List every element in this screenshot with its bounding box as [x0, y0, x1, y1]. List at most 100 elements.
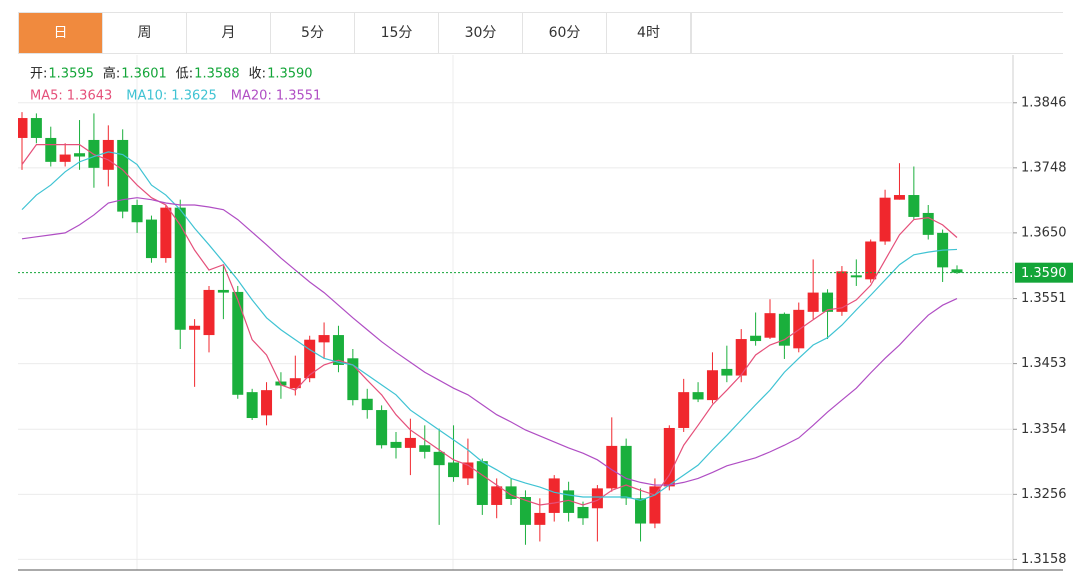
candle-body	[404, 437, 416, 448]
candle-body	[419, 445, 431, 452]
candle-body	[735, 339, 747, 376]
candle-body	[102, 139, 114, 170]
y-tick-label: 1.3650	[1021, 225, 1067, 240]
candle-body	[261, 390, 273, 416]
candle-body	[433, 451, 445, 466]
candle-body	[534, 512, 546, 525]
y-tick-label: 1.3846	[1021, 95, 1067, 110]
legend-value: 1.3551	[276, 89, 322, 104]
axis: 1.3846 1.3748 1.3650 1.3551 1.3453 1.3354 1.32…	[1013, 95, 1073, 567]
candle-body	[318, 335, 330, 343]
candle-body	[505, 486, 517, 499]
candle-body	[908, 195, 920, 217]
candle-body	[203, 289, 215, 336]
candle-body	[189, 325, 201, 330]
y-tick-label: 1.3748	[1021, 160, 1067, 175]
candle-body	[750, 335, 762, 342]
legend-name: MA20:	[231, 89, 272, 104]
y-tick-label: 1.3453	[1021, 356, 1067, 371]
candle-body	[951, 269, 963, 273]
candle-body	[663, 427, 675, 487]
candle-body	[577, 506, 589, 519]
candle-body	[548, 478, 560, 513]
candle-body	[491, 486, 503, 505]
plot	[18, 112, 1013, 545]
candle-body	[879, 197, 891, 242]
period-tab[interactable]: 15分	[355, 13, 439, 53]
candle-body	[606, 445, 618, 489]
candle-body	[145, 219, 157, 259]
candle-body	[706, 370, 718, 401]
candle-body	[519, 496, 531, 525]
ma-line	[21, 197, 958, 486]
ma-line	[21, 151, 958, 501]
candle-body	[361, 398, 373, 411]
candle-body	[836, 271, 848, 312]
readout-label: 低:	[176, 67, 193, 82]
candle-body	[45, 137, 57, 162]
candle-body	[807, 292, 819, 312]
ma-line	[21, 143, 958, 506]
legend-name: MA5:	[30, 89, 63, 104]
legend-name: MA10:	[126, 89, 167, 104]
candle-body	[289, 378, 301, 389]
last-price-label: 1.3590	[1021, 266, 1067, 281]
candle-body	[390, 441, 402, 448]
candle-body	[635, 498, 647, 524]
y-tick-label: 1.3354	[1021, 422, 1067, 437]
candle-body	[74, 153, 86, 157]
readout-value: 1.3590	[267, 67, 313, 82]
readout-value: 1.3601	[121, 67, 167, 82]
candle-body	[30, 118, 42, 138]
candle-body	[462, 462, 474, 479]
period-tab[interactable]: 5分	[271, 13, 355, 53]
candle-body	[778, 313, 790, 346]
candle-body	[922, 212, 934, 235]
candle-body	[232, 291, 244, 395]
candle-body	[692, 392, 704, 400]
candle-body	[721, 368, 733, 376]
candle-body	[332, 335, 344, 365]
candle-body	[865, 241, 877, 280]
candle-body	[448, 462, 460, 478]
candle-body	[160, 207, 172, 259]
candle-body	[18, 118, 28, 138]
candle-body	[563, 490, 575, 513]
candle-body	[764, 313, 776, 338]
period-tab[interactable]: 4时	[607, 13, 691, 53]
candle-body	[376, 410, 388, 446]
legend-value: 1.3625	[171, 89, 217, 104]
period-tab[interactable]: 60分	[523, 13, 607, 53]
candle-body	[649, 486, 661, 524]
candle-body	[117, 139, 129, 212]
candle-body	[217, 289, 229, 293]
y-tick-label: 1.3158	[1021, 552, 1067, 567]
period-tab[interactable]: 月	[187, 13, 271, 53]
candle-body	[174, 207, 186, 330]
readout-label: 开:	[30, 67, 47, 82]
candle-body	[850, 275, 862, 278]
period-tabs: 日周月 5分 15分 30分 60分 4时	[18, 12, 692, 54]
period-tab[interactable]: 日	[19, 13, 103, 53]
tab-bar	[690, 12, 1063, 54]
candle-body	[476, 461, 488, 505]
candle-body	[131, 204, 143, 223]
readout-value: 1.3595	[48, 67, 94, 82]
candle-body	[591, 488, 603, 509]
candle-body	[347, 358, 359, 401]
period-tab[interactable]: 30分	[439, 13, 523, 53]
y-tick-label: 1.3551	[1021, 291, 1067, 306]
y-tick-label: 1.3256	[1021, 487, 1067, 502]
legend-value: 1.3643	[67, 89, 113, 104]
candle-body	[246, 392, 258, 419]
candle-body	[893, 195, 905, 200]
candle-body	[620, 445, 632, 499]
candle-body	[59, 154, 71, 162]
candle-body	[822, 292, 834, 312]
candle-body	[304, 339, 316, 379]
readout-label: 高:	[103, 66, 120, 82]
readout-value: 1.3588	[194, 67, 240, 82]
period-tab[interactable]: 周	[103, 13, 187, 53]
